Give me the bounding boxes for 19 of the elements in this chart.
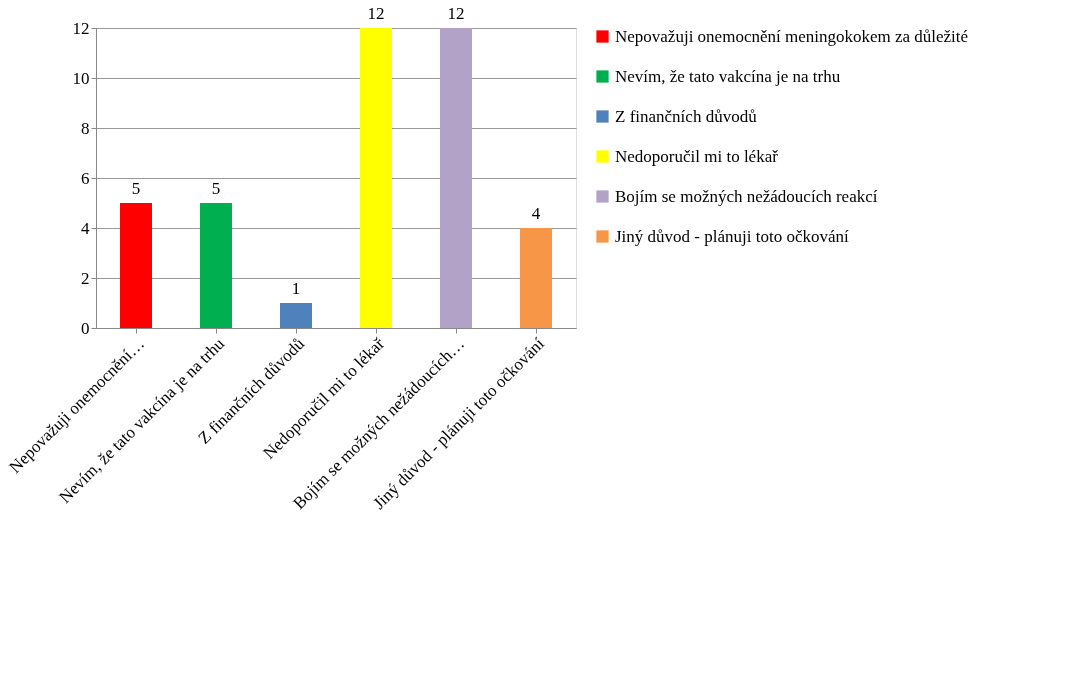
y-tick-label: 10 (72, 68, 90, 88)
legend-label: Nedoporučil mi to lékař (615, 146, 779, 166)
data-label: 4 (531, 204, 541, 223)
legend-label: Nevím, že tato vakcína je na trhu (615, 66, 841, 86)
data-label: 5 (131, 179, 141, 198)
legend-label: Z finančních důvodů (615, 106, 758, 126)
data-label: 1 (291, 279, 301, 298)
data-label: 5 (211, 179, 221, 198)
y-tick-label: 4 (81, 218, 90, 238)
data-label: 12 (447, 4, 465, 23)
y-tick-label: 12 (72, 18, 90, 38)
y-tick-label: 8 (81, 118, 90, 138)
y-tick-label: 0 (81, 318, 90, 338)
legend-label: Jiný důvod - plánuji toto očkování (615, 226, 849, 246)
data-label: 12 (367, 4, 385, 23)
y-tick-label: 6 (81, 168, 90, 188)
legend-label: Bojím se možných nežádoucích reakcí (615, 186, 878, 206)
y-tick-label: 2 (81, 268, 90, 288)
legend-label: Nepovažuji onemocnění meningokokem za důležité (615, 26, 969, 46)
